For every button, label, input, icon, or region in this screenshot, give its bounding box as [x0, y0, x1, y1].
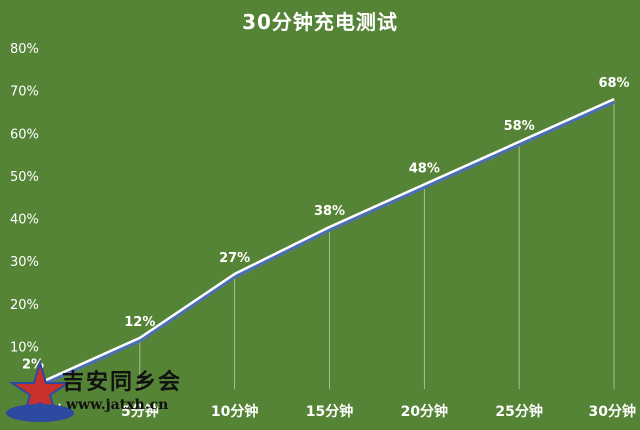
data-label: 68% [598, 76, 629, 91]
y-tick-label: 30% [10, 255, 39, 270]
y-tick-label: 20% [10, 298, 39, 313]
y-tick-label: 40% [10, 213, 39, 228]
series-line [44, 98, 615, 382]
watermark-title: 吉安同乡会 [62, 369, 183, 395]
x-tick-label: 5分钟 [121, 403, 159, 420]
x-tick-label: 10分钟 [211, 403, 258, 420]
watermark-url: www.jatxh.cn [66, 397, 169, 413]
data-label: 38% [314, 204, 345, 219]
data-label: 12% [124, 315, 155, 330]
data-label: 27% [219, 251, 250, 266]
chart-title: 30分钟充电测试 [242, 10, 398, 34]
series-line-shadow [43, 98, 616, 385]
x-tick-label: 30分钟 [589, 403, 636, 420]
watermark-badge-icon [6, 359, 74, 422]
data-label: 48% [409, 161, 440, 176]
watermark-logo [0, 355, 200, 426]
x-tick-label: 15分钟 [306, 403, 353, 420]
y-tick-label: 70% [10, 85, 39, 100]
x-tick-label: 25分钟 [495, 403, 542, 420]
x-tick-label: 20分钟 [401, 403, 448, 420]
y-tick-label: 50% [10, 170, 39, 185]
y-tick-label: 60% [10, 127, 39, 142]
y-tick-label: 10% [10, 340, 39, 355]
data-label: 58% [504, 119, 535, 134]
y-tick-label: 80% [10, 42, 39, 57]
